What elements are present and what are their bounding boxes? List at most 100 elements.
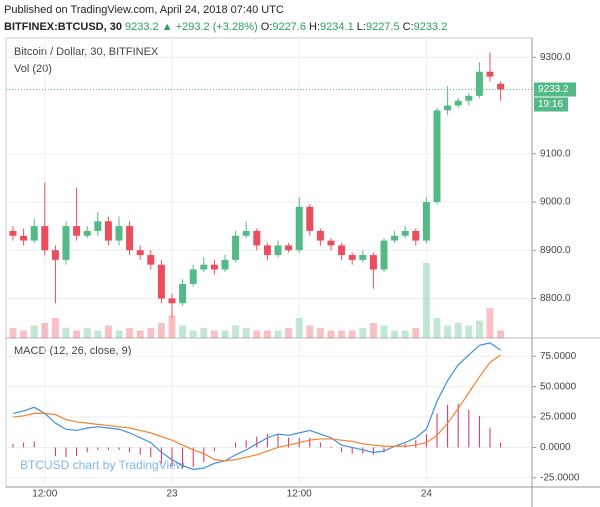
- x-tick-label: 24: [421, 489, 433, 500]
- candle-body: [94, 221, 102, 231]
- candle-body: [147, 255, 155, 265]
- y2-tick-label: 0.0000: [540, 442, 571, 453]
- candle-body: [232, 235, 240, 260]
- candle-body: [179, 283, 187, 304]
- y-tick-label: 9100.0: [540, 148, 571, 159]
- y-tick-label: 8900.0: [540, 245, 571, 256]
- x-tick-label: 12:00: [32, 489, 57, 500]
- candle-body: [274, 245, 282, 256]
- ohlc-value: 9227.6: [272, 21, 306, 33]
- candle-body: [391, 235, 399, 241]
- candle-body: [486, 71, 494, 77]
- volume-bar: [126, 328, 134, 338]
- candle-body: [306, 206, 314, 231]
- y-tick-label: 9000.0: [540, 197, 571, 208]
- volume-bar: [285, 328, 293, 338]
- volume-bar: [200, 328, 208, 338]
- candle-body: [189, 269, 197, 284]
- volume-bar: [338, 330, 346, 338]
- candle-body: [433, 110, 441, 202]
- x-tick-label: 23: [166, 489, 178, 500]
- candle-body: [369, 255, 377, 270]
- candle-body: [422, 201, 430, 241]
- signal-line: [12, 354, 501, 462]
- chart-title: Bitcoin / Dollar, 30, BITFINEX: [14, 46, 159, 58]
- published: Published on TradingView.com, April 24, …: [4, 4, 284, 16]
- candle-body: [9, 230, 17, 236]
- volume-bar: [486, 308, 494, 338]
- volume-bar: [433, 318, 441, 338]
- volume-bar: [41, 323, 49, 338]
- volume-bar: [9, 328, 17, 338]
- volume-bar: [422, 263, 430, 338]
- candle-body: [200, 264, 208, 270]
- volume-bar: [412, 328, 420, 338]
- volume-bar: [147, 328, 155, 338]
- ohlc-value: 9227.5: [365, 21, 400, 33]
- candle-body: [73, 226, 81, 236]
- volume-bar: [359, 328, 367, 338]
- candle-body: [497, 83, 505, 90]
- frame: [5, 37, 533, 488]
- watermark: BTCUSD chart by TradingView: [20, 458, 185, 472]
- volume-bar: [73, 330, 81, 338]
- volume-bar: [62, 328, 70, 338]
- volume-bar: [327, 330, 335, 338]
- candle-body: [20, 235, 28, 241]
- candle-body: [51, 250, 59, 260]
- volume-bar: [497, 330, 505, 338]
- candle-body: [253, 230, 261, 246]
- header: Published on TradingView.com, April 24, …: [4, 2, 447, 36]
- y2-tick-label: 25.0000: [540, 412, 577, 423]
- candle-body: [104, 221, 112, 241]
- candle-body: [62, 226, 70, 260]
- y-tick-label: 8800.0: [540, 293, 571, 304]
- candle-body: [475, 71, 483, 96]
- candle-body: [444, 105, 452, 111]
- candle-body: [412, 230, 420, 241]
- volume-bar: [189, 330, 197, 338]
- ohlc-label: O:: [260, 21, 273, 33]
- y2-tick-label: -25.0000: [540, 473, 580, 484]
- y-tick-label: 9300.0: [540, 52, 571, 63]
- volume-bar: [157, 323, 165, 338]
- volume-bar: [454, 323, 462, 338]
- volume-bar: [401, 330, 409, 338]
- candle-body: [126, 226, 134, 251]
- candle-body: [380, 240, 388, 270]
- volume-bar: [465, 325, 473, 338]
- y2-tick-label: 75.0000: [540, 351, 577, 362]
- volume-bar: [274, 330, 282, 338]
- candle-body: [454, 100, 462, 106]
- ohlc-value: 9234.1: [320, 21, 354, 33]
- candle-body: [338, 245, 346, 256]
- volume-bar: [380, 325, 388, 338]
- volume-bar: [348, 330, 356, 338]
- change: ▲ +293.2 (+3.28%): [161, 21, 258, 33]
- volume-bar: [444, 325, 452, 338]
- candle-body: [295, 206, 303, 251]
- volume-bar: [316, 328, 324, 338]
- ohlc-value: 9233.2: [413, 21, 448, 33]
- volume-bar: [30, 325, 38, 338]
- volume-bar: [369, 323, 377, 338]
- volume-bar: [168, 315, 176, 338]
- candle-body: [210, 264, 218, 270]
- candle-body: [285, 245, 293, 251]
- candle-body: [359, 255, 367, 260]
- last-price-label: 9233.2: [538, 84, 569, 95]
- macd-line: [12, 342, 501, 470]
- ohlc-label: H:: [309, 21, 321, 33]
- candle-body: [168, 298, 176, 304]
- ohlc: O:9227.6 H:9234.1 L:9227.5 C:9233.2: [261, 21, 448, 33]
- symbol: BITFINEX:BTCUSD, 30: [4, 21, 122, 33]
- volume-bar: [104, 325, 112, 338]
- ohlc-label: C:: [402, 21, 414, 33]
- x-tick-label: 12:00: [287, 489, 312, 500]
- volume-bar: [475, 320, 483, 338]
- candle-body: [221, 259, 229, 270]
- volume-bar: [232, 325, 240, 338]
- volume-bar: [51, 318, 59, 338]
- volume-bar: [179, 325, 187, 338]
